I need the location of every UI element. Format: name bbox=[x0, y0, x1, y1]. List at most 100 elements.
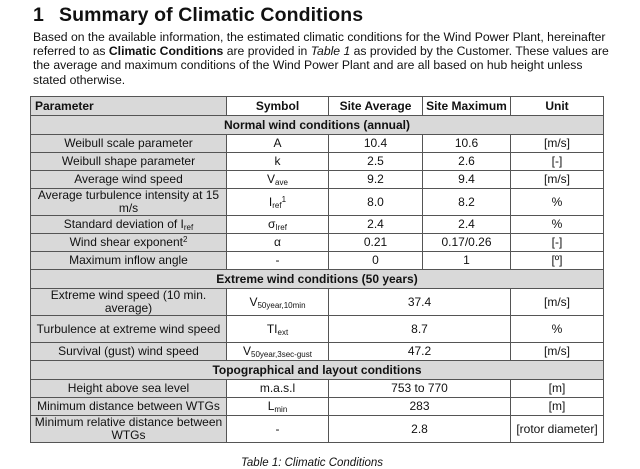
table-row: Minimum relative distance between WTGs - 2… bbox=[30, 415, 604, 443]
symbol-cell: α bbox=[226, 233, 329, 252]
section-number: 1 bbox=[33, 4, 44, 26]
site-average-cell: 2.5 bbox=[328, 152, 423, 171]
unit-cell: [-] bbox=[510, 152, 604, 171]
table-row: Average turbulence intensity at 15 m/s Ir… bbox=[30, 188, 604, 216]
header-site-average: Site Average bbox=[328, 96, 423, 116]
value-cell: 8.7 bbox=[328, 315, 511, 343]
parameter-label: Extreme wind speed (10 min. average) bbox=[50, 288, 207, 315]
site-average-cell: 10.4 bbox=[328, 134, 423, 153]
parameter-label: Minimum distance between WTGs bbox=[37, 399, 220, 413]
parameter-label: Wind shear exponent bbox=[69, 235, 183, 249]
table-row: Standard deviation of Iref σIref 2.4 2.4% bbox=[30, 215, 604, 234]
site-maximum-cell: 10.6 bbox=[422, 134, 511, 153]
symbol-cell: V50year,3sec-gust bbox=[226, 342, 329, 361]
unit-cell: [m/s] bbox=[510, 342, 604, 361]
parameter-cell: Minimum distance between WTGs bbox=[30, 397, 227, 416]
site-average-cell: 0.21 bbox=[328, 233, 423, 252]
section-row: Topographical and layout conditions bbox=[30, 360, 604, 380]
site-average-cell: 0 bbox=[328, 251, 423, 270]
parameter-cell: Extreme wind speed (10 min. average) bbox=[30, 288, 227, 316]
symbol-subscript: Iref bbox=[275, 223, 287, 232]
parameter-cell: Standard deviation of Iref bbox=[30, 215, 227, 234]
header-symbol: Symbol bbox=[226, 96, 329, 116]
table-caption: Table 1: Climatic Conditions bbox=[240, 457, 384, 469]
symbol: σ bbox=[268, 217, 276, 231]
header-unit: Unit bbox=[510, 96, 604, 116]
symbol-cell: m.a.s.l bbox=[226, 379, 329, 398]
table-header-row: Parameter Symbol Site Average Site Maxim… bbox=[30, 96, 604, 116]
parameter-cell: Average wind speed bbox=[30, 170, 227, 189]
parameter-cell: Average turbulence intensity at 15 m/s bbox=[30, 188, 227, 216]
symbol: V bbox=[267, 172, 276, 186]
parameter-label: Height above sea level bbox=[67, 381, 190, 395]
parameter-cell: Survival (gust) wind speed bbox=[30, 342, 227, 361]
section-title: Extreme wind conditions (50 years) bbox=[30, 269, 604, 289]
parameter-cell: Wind shear exponent2 bbox=[30, 233, 227, 252]
site-maximum-cell: 2.4 bbox=[422, 215, 511, 234]
parameter-label: Turbulence at extreme wind speed bbox=[36, 321, 221, 336]
parameter-cell: Minimum relative distance between WTGs bbox=[30, 415, 227, 443]
table-row: Minimum distance between WTGs Lmin 283 [m] bbox=[30, 397, 604, 416]
unit-cell: [º] bbox=[510, 251, 604, 270]
unit-cell: % bbox=[510, 315, 604, 343]
header-parameter: Parameter bbox=[30, 96, 227, 116]
section-row: Normal wind conditions (annual) bbox=[30, 115, 604, 135]
site-maximum-cell: 1 bbox=[422, 251, 511, 270]
site-maximum-cell: 0.17/0.26 bbox=[422, 233, 511, 252]
symbol-cell: TIext bbox=[226, 315, 329, 343]
section-row: Extreme wind conditions (50 years) bbox=[30, 269, 604, 289]
parameter-label: Survival (gust) wind speed bbox=[58, 344, 199, 358]
parameter-label: Average turbulence intensity at 15 m/s bbox=[37, 188, 220, 215]
symbol: - bbox=[275, 421, 280, 436]
unit-cell: [-] bbox=[510, 233, 604, 252]
site-average-cell: 8.0 bbox=[328, 188, 423, 216]
parameter-cell: Weibull shape parameter bbox=[30, 152, 227, 171]
table-row: Extreme wind speed (10 min. average) V50y… bbox=[30, 288, 604, 316]
unit-cell: [m] bbox=[510, 379, 604, 398]
intro-text: are provided in bbox=[223, 44, 311, 59]
unit-cell: [m] bbox=[510, 397, 604, 416]
value-cell: 37.4 bbox=[328, 288, 511, 316]
table-row: Maximum inflow angle - 0 1 [º] bbox=[30, 251, 604, 270]
unit-cell: [m/s] bbox=[510, 288, 604, 316]
symbol: V bbox=[249, 294, 258, 309]
symbol-subscript: 50year,3sec-gust bbox=[251, 350, 312, 359]
parameter-label: Minimum relative distance between WTGs bbox=[34, 415, 223, 442]
unit-cell: % bbox=[510, 188, 604, 216]
table-row: Weibull shape parameter k 2.5 2.6 [-] bbox=[30, 152, 604, 171]
symbol-cell: k bbox=[226, 152, 329, 171]
header-site-maximum: Site Maximum bbox=[422, 96, 511, 116]
section-title: Topographical and layout conditions bbox=[30, 360, 604, 380]
symbol-subscript: 50year,10min bbox=[257, 300, 306, 310]
parameter-cell: Turbulence at extreme wind speed bbox=[30, 315, 227, 343]
table-row: Weibull scale parameter A 10.4 10.6 [m/s] bbox=[30, 134, 604, 153]
parameter-label: Weibull scale parameter bbox=[64, 136, 193, 150]
value-cell: 283 bbox=[328, 397, 511, 416]
unit-cell: [m/s] bbox=[510, 134, 604, 153]
parameter-cell: Weibull scale parameter bbox=[30, 134, 227, 153]
symbol: V bbox=[243, 344, 252, 358]
parameter-label: Weibull shape parameter bbox=[61, 154, 196, 168]
symbol: TI bbox=[266, 321, 278, 336]
value-cell: 753 to 770 bbox=[328, 379, 511, 398]
table-row: Survival (gust) wind speed V50year,3sec-g… bbox=[30, 342, 604, 361]
symbol: L bbox=[267, 399, 275, 413]
symbol-cell: Vave bbox=[226, 170, 329, 189]
parameter-label: Average wind speed bbox=[74, 172, 183, 186]
symbol: α bbox=[274, 235, 281, 249]
unit-cell: [rotor diameter] bbox=[510, 415, 604, 443]
section-heading: 1 Summary of Climatic Conditions bbox=[33, 4, 363, 27]
site-maximum-cell: 9.4 bbox=[422, 170, 511, 189]
symbol-cell: - bbox=[226, 415, 329, 443]
symbol-subscript: ave bbox=[275, 178, 288, 187]
climatic-conditions-table: Parameter Symbol Site Average Site Maxim… bbox=[30, 96, 604, 443]
table-row: Wind shear exponent2 α 0.21 0.17/0.26 [-] bbox=[30, 233, 604, 252]
table-reference: Table 1 bbox=[310, 44, 351, 59]
value-cell: 47.2 bbox=[328, 342, 511, 361]
table-row: Turbulence at extreme wind speed TIext 8.7… bbox=[30, 315, 604, 343]
site-average-cell: 2.4 bbox=[328, 215, 423, 234]
intro-paragraph: Based on the available information, the … bbox=[33, 30, 613, 87]
section-title: Summary of Climatic Conditions bbox=[59, 4, 364, 26]
symbol-cell: Lmin bbox=[226, 397, 329, 416]
section-title: Normal wind conditions (annual) bbox=[30, 115, 604, 135]
